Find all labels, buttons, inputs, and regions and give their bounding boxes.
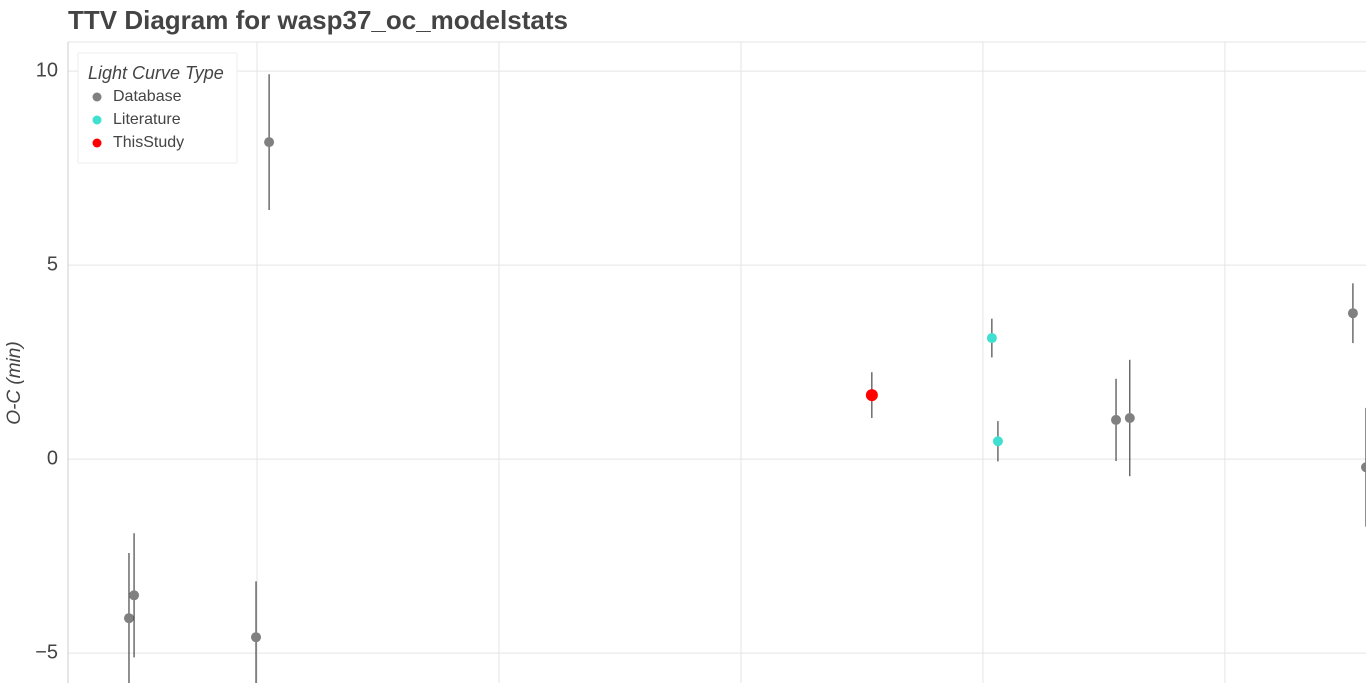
legend: Light Curve Type Database Literature ThisS… (77, 52, 238, 164)
legend-label: Literature (113, 111, 181, 128)
point (264, 137, 275, 148)
grid (68, 42, 1366, 683)
legend-label: Database (113, 88, 182, 105)
marks (123, 74, 1366, 683)
point (1111, 414, 1122, 425)
chart-title: TTV Diagram for wasp37_oc_modelstats (68, 5, 568, 35)
legend-swatch (92, 115, 102, 125)
y-tick-label: 5 (47, 253, 58, 275)
point (986, 333, 997, 344)
y-axis-label: O-C (min) (4, 341, 25, 424)
legend-swatch (92, 138, 102, 148)
point (251, 632, 262, 643)
point (865, 389, 878, 402)
y-tick-label: 10 (36, 59, 58, 81)
legend-swatch (92, 92, 102, 102)
legend-title: Light Curve Type (88, 63, 224, 83)
point (1124, 412, 1135, 423)
point (1361, 462, 1366, 473)
legend-label: ThisStudy (113, 134, 184, 151)
legend-box (77, 52, 238, 164)
point (992, 436, 1003, 447)
y-tick-label: 0 (47, 447, 58, 469)
point (129, 590, 140, 601)
point (123, 613, 134, 624)
y-tick-label: −5 (35, 641, 58, 663)
point (1347, 308, 1358, 319)
